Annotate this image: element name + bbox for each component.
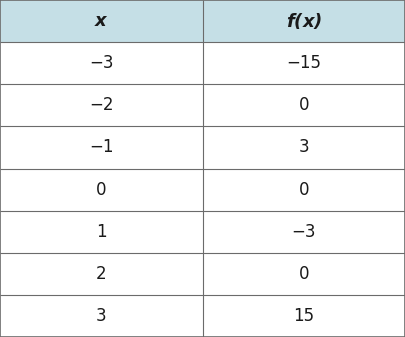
Bar	[0, 0, 202, 42]
Text: 0: 0	[298, 265, 309, 283]
Text: 1: 1	[96, 223, 107, 241]
Bar	[202, 168, 405, 211]
Text: 0: 0	[298, 181, 309, 198]
Bar	[0, 211, 202, 253]
Text: −1: −1	[89, 139, 113, 156]
Bar	[202, 0, 405, 42]
Bar	[202, 126, 405, 168]
Bar	[202, 211, 405, 253]
Bar	[0, 42, 202, 84]
Text: $\bfit{x}$: $\bfit{x}$	[94, 12, 109, 30]
Text: 2: 2	[96, 265, 107, 283]
Bar	[202, 84, 405, 126]
Text: 3: 3	[96, 307, 107, 325]
Text: −3: −3	[89, 54, 113, 72]
Bar	[0, 168, 202, 211]
Bar	[202, 253, 405, 295]
Text: −2: −2	[89, 96, 113, 114]
Bar	[0, 295, 202, 337]
Text: 3: 3	[298, 139, 309, 156]
Text: −15: −15	[286, 54, 321, 72]
Bar	[202, 295, 405, 337]
Text: $\bfit{f}$$\bfit{(x)}$: $\bfit{f}$$\bfit{(x)}$	[286, 11, 322, 31]
Text: 0: 0	[298, 96, 309, 114]
Bar	[202, 42, 405, 84]
Bar	[0, 253, 202, 295]
Bar	[0, 126, 202, 168]
Text: 15: 15	[293, 307, 314, 325]
Text: 0: 0	[96, 181, 107, 198]
Bar	[0, 84, 202, 126]
Text: −3: −3	[292, 223, 316, 241]
